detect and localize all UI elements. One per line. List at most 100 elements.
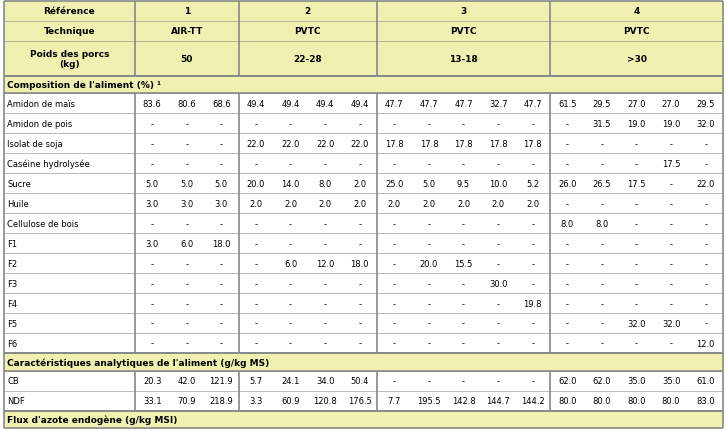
Text: 47.7: 47.7 (385, 100, 403, 109)
Text: 29.5: 29.5 (593, 100, 611, 109)
Text: -: - (289, 299, 292, 308)
Text: -: - (497, 376, 499, 385)
Text: 8.0: 8.0 (318, 179, 332, 188)
Text: -: - (393, 299, 395, 308)
Text: -: - (393, 160, 395, 169)
Text: 26.0: 26.0 (558, 179, 577, 188)
Text: 19.0: 19.0 (627, 120, 646, 129)
Text: -: - (635, 199, 638, 208)
Text: -: - (566, 299, 569, 308)
Text: Huile: Huile (7, 199, 29, 208)
Text: -: - (324, 120, 326, 129)
Text: -: - (670, 139, 672, 148)
Text: -: - (150, 299, 153, 308)
Text: 13-18: 13-18 (449, 55, 478, 64)
Text: 142.8: 142.8 (451, 396, 475, 405)
Text: 62.0: 62.0 (593, 376, 611, 385)
Text: 17.8: 17.8 (523, 139, 542, 148)
Text: -: - (566, 139, 569, 148)
Bar (4, 22, 723, 42)
Text: 22.0: 22.0 (696, 179, 715, 188)
Text: -: - (220, 259, 223, 268)
Text: -: - (150, 219, 153, 228)
Text: 22-28: 22-28 (294, 55, 322, 64)
Text: -: - (462, 160, 465, 169)
Text: -: - (531, 120, 534, 129)
Bar (4, 174, 723, 194)
Text: 17.5: 17.5 (627, 179, 646, 188)
Text: 120.8: 120.8 (313, 396, 337, 405)
Text: 2.0: 2.0 (353, 199, 366, 208)
Text: 17.8: 17.8 (454, 139, 473, 148)
Text: -: - (566, 339, 569, 348)
Text: -: - (531, 376, 534, 385)
Text: -: - (220, 160, 223, 169)
Text: 8.0: 8.0 (595, 219, 608, 228)
Text: Technique: Technique (44, 28, 95, 37)
Text: 22.0: 22.0 (246, 139, 265, 148)
Text: -: - (670, 259, 672, 268)
Text: 32.0: 32.0 (662, 319, 680, 328)
Text: -: - (393, 120, 395, 129)
Bar (4, 2, 723, 22)
Text: -: - (427, 339, 430, 348)
Text: -: - (358, 339, 361, 348)
Text: NDF: NDF (7, 396, 25, 405)
Text: 218.9: 218.9 (209, 396, 233, 405)
Text: 26.5: 26.5 (593, 179, 611, 188)
Text: 49.4: 49.4 (316, 100, 334, 109)
Text: -: - (670, 339, 672, 348)
Text: -: - (358, 219, 361, 228)
Text: 80.0: 80.0 (558, 396, 577, 405)
Text: 4: 4 (633, 7, 640, 16)
Text: 25.0: 25.0 (385, 179, 403, 188)
Text: PVTC: PVTC (450, 28, 477, 37)
Text: -: - (635, 139, 638, 148)
Text: 12.0: 12.0 (696, 339, 715, 348)
Bar (4, 313, 723, 333)
Text: 9.5: 9.5 (457, 179, 470, 188)
Text: -: - (185, 279, 188, 288)
Text: -: - (566, 319, 569, 328)
Text: -: - (150, 139, 153, 148)
Text: -: - (497, 120, 499, 129)
Text: Poids des porcs
(kg): Poids des porcs (kg) (30, 49, 109, 69)
Text: 29.5: 29.5 (696, 100, 715, 109)
Text: 22.0: 22.0 (316, 139, 334, 148)
Text: -: - (324, 279, 326, 288)
Text: 34.0: 34.0 (316, 376, 334, 385)
Text: -: - (601, 160, 603, 169)
Text: -: - (358, 239, 361, 248)
Bar (4, 214, 723, 233)
Text: -: - (462, 239, 465, 248)
Text: 17.8: 17.8 (385, 139, 403, 148)
Bar (4, 233, 723, 254)
Text: 3: 3 (460, 7, 467, 16)
Text: -: - (393, 219, 395, 228)
Text: -: - (289, 339, 292, 348)
Bar (4, 411, 723, 428)
Text: -: - (601, 239, 603, 248)
Text: -: - (150, 339, 153, 348)
Bar (4, 114, 723, 134)
Text: -: - (601, 279, 603, 288)
Text: 1: 1 (184, 7, 190, 16)
Text: -: - (150, 319, 153, 328)
Text: 22.0: 22.0 (350, 139, 369, 148)
Text: 61.0: 61.0 (696, 376, 715, 385)
Text: 80.0: 80.0 (627, 396, 646, 405)
Text: -: - (601, 339, 603, 348)
Text: -: - (635, 299, 638, 308)
Text: -: - (324, 219, 326, 228)
Text: -: - (254, 319, 257, 328)
Text: F5: F5 (7, 319, 17, 328)
Text: F2: F2 (7, 259, 17, 268)
Text: 2: 2 (305, 7, 311, 16)
Bar (4, 273, 723, 294)
Text: 17.8: 17.8 (419, 139, 438, 148)
Text: >30: >30 (627, 55, 646, 64)
Text: Cellulose de bois: Cellulose de bois (7, 219, 79, 228)
Text: Amidon de maïs: Amidon de maïs (7, 100, 75, 109)
Text: 47.7: 47.7 (454, 100, 473, 109)
Bar (4, 333, 723, 353)
